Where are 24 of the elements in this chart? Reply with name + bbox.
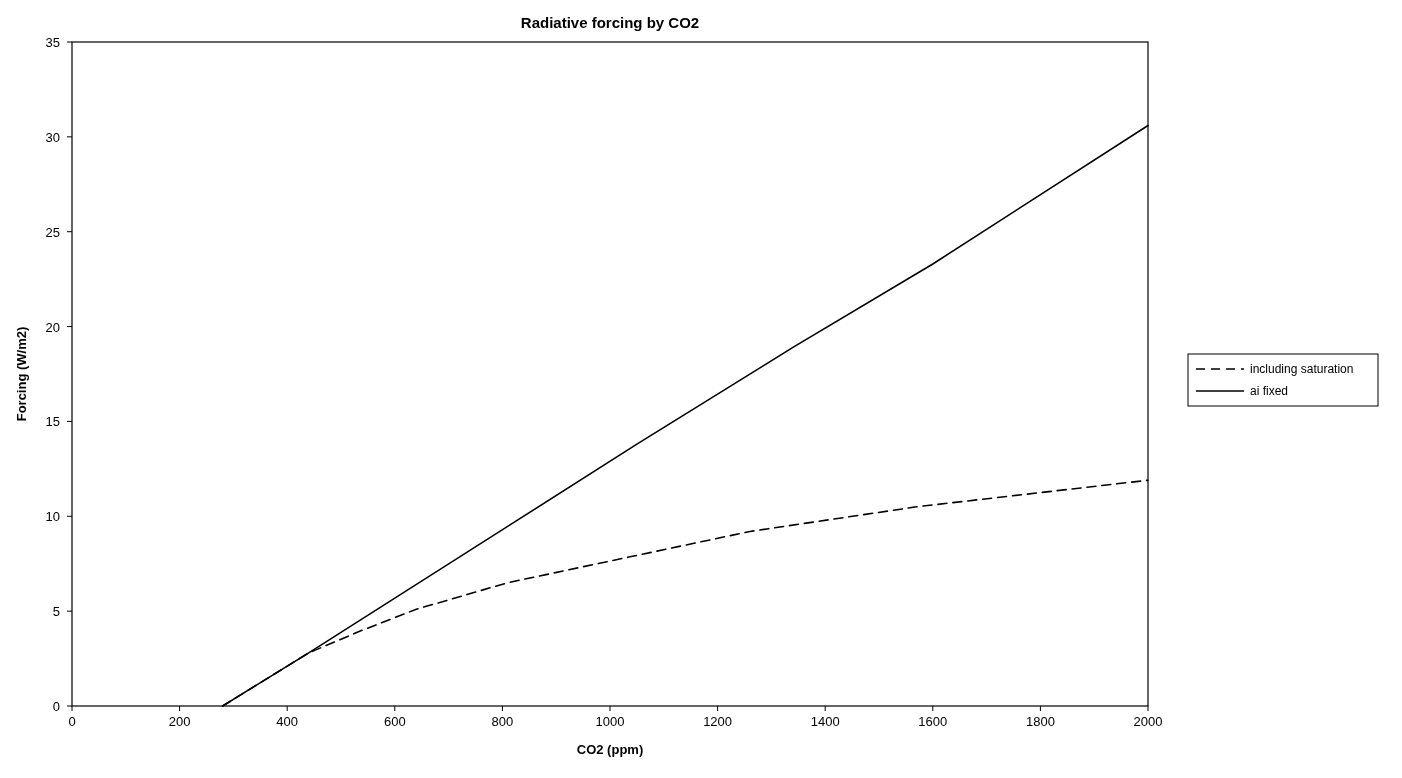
y-tick-label: 30 [45, 129, 60, 145]
legend-label: ai fixed [1250, 384, 1289, 398]
y-tick-label: 0 [52, 699, 60, 714]
y-tick-label: 20 [45, 319, 60, 335]
y-tick-label: 5 [52, 604, 60, 620]
chart-title: Radiative forcing by CO2 [520, 14, 700, 31]
y-tick-label: 25 [45, 224, 60, 240]
y-tick-label: 35 [45, 35, 60, 50]
y-tick-label: 10 [45, 509, 60, 525]
x-tick-label: 1000 [595, 714, 625, 729]
x-tick-label: 600 [383, 714, 406, 729]
y-tick-label: 15 [45, 414, 60, 430]
x-tick-label: 200 [168, 714, 191, 729]
x-tick-label: 800 [491, 714, 514, 729]
legend-label: including saturation [1250, 362, 1354, 376]
x-tick-label: 0 [68, 714, 76, 729]
x-tick-label: 400 [276, 714, 299, 729]
x-tick-label: 1200 [703, 714, 733, 729]
x-tick-label: 1600 [918, 714, 948, 729]
x-tick-label: 1800 [1025, 714, 1055, 729]
x-axis-title: CO2 (ppm) [576, 742, 644, 757]
y-axis-title: Forcing (W/m2) [14, 326, 29, 422]
x-tick-label: 1400 [810, 714, 840, 729]
x-tick-label: 2000 [1133, 714, 1163, 729]
